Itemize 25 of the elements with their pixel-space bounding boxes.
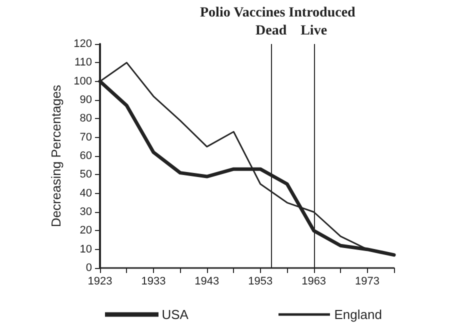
y-tick-label: 10 xyxy=(80,243,92,256)
y-tick-label: 20 xyxy=(80,224,92,237)
ref-line-label: Dead xyxy=(255,24,287,38)
y-tick-label: 80 xyxy=(80,112,92,125)
y-tick-label: 60 xyxy=(80,150,92,162)
y-tick-label: 0 xyxy=(86,262,92,274)
legend-label: USA xyxy=(162,307,189,322)
y-tick-label: 40 xyxy=(80,187,92,200)
x-tick-label: 1943 xyxy=(194,276,220,288)
y-tick-label: 30 xyxy=(80,206,92,218)
x-tick-label: 1933 xyxy=(141,276,166,288)
y-axis-title: Decreasing Percentages xyxy=(48,84,64,228)
y-tick-label: 110 xyxy=(74,56,92,69)
legend-label: England xyxy=(334,307,382,322)
text: Polio Vaccines Introduced xyxy=(200,6,356,20)
x-tick-label: 1923 xyxy=(88,276,112,288)
y-tick-label: 50 xyxy=(80,168,92,181)
y-tick-label: 100 xyxy=(74,75,92,88)
ref-line-label: Live xyxy=(300,24,328,38)
y-tick-label: 90 xyxy=(80,94,92,106)
y-tick-label: 120 xyxy=(74,38,92,50)
x-tick-label: 1953 xyxy=(248,276,273,288)
x-tick-label: 1963 xyxy=(302,276,326,288)
y-tick-label: 70 xyxy=(80,131,92,144)
x-tick-label: 1973 xyxy=(355,276,380,288)
